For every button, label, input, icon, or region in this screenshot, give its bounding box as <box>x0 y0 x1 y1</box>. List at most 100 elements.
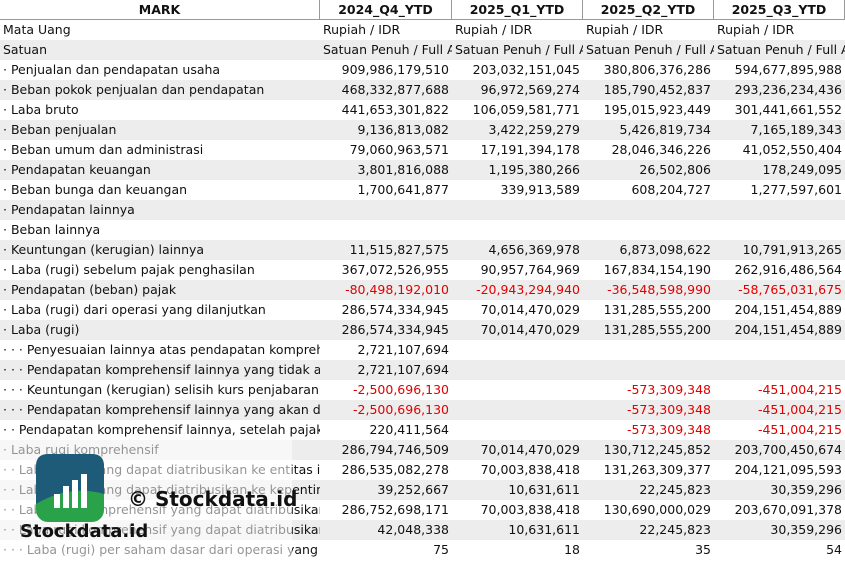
cell-value: 5,426,819,734 <box>619 122 711 137</box>
cell-value: 30,359,296 <box>770 482 842 497</box>
table-row: · Beban bunga dan keuangan 1,700,641,877 3… <box>0 180 845 200</box>
cell-value: 2,721,107,694 <box>357 342 449 357</box>
cell-value: 367,072,526,955 <box>341 262 449 277</box>
column-header: 2024_Q4_YTD <box>320 0 452 20</box>
cell-value: 1,195,380,266 <box>488 162 580 177</box>
cell-value: 608,204,727 <box>631 182 711 197</box>
cell-value: 594,677,895,988 <box>734 62 842 77</box>
cell-value: Rupiah / IDR <box>455 22 533 37</box>
cell-value <box>452 220 583 240</box>
row-label: · Beban penjualan <box>3 122 117 137</box>
cell-value: 204,121,095,593 <box>734 462 842 477</box>
table-row: · Beban umum dan administrasi 79,060,963,… <box>0 140 845 160</box>
cell-value <box>452 340 583 360</box>
cell-value: -20,943,294,940 <box>476 282 580 297</box>
table-row: · · · Pendapatan komprehensif lainnya ya… <box>0 360 845 380</box>
cell-value: Satuan Penuh / Full A <box>717 42 845 57</box>
cell-value: 1,700,641,877 <box>357 182 449 197</box>
cell-value: 286,535,082,278 <box>341 462 449 477</box>
cell-value: 3,422,259,279 <box>488 122 580 137</box>
cell-value <box>714 340 845 360</box>
cell-value: Rupiah / IDR <box>586 22 664 37</box>
cell-value <box>583 360 714 380</box>
cell-value: -573,309,348 <box>626 382 711 397</box>
table-row: · Keuntungan (kerugian) lainnya 11,515,82… <box>0 240 845 260</box>
table-row: · Penjualan dan pendapatan usaha 909,986,… <box>0 60 845 80</box>
cell-value: 195,015,923,449 <box>603 102 711 117</box>
cell-value: -58,765,031,675 <box>738 282 842 297</box>
row-label: · Laba (rugi) sebelum pajak penghasilan <box>3 262 255 277</box>
table-row: · Pendapatan (beban) pajak -80,498,192,01… <box>0 280 845 300</box>
cell-value: 10,791,913,265 <box>742 242 842 257</box>
cell-value: 26,502,806 <box>639 162 711 177</box>
cell-value: 70,003,838,418 <box>480 462 580 477</box>
cell-value: 22,245,823 <box>639 522 711 537</box>
logo <box>36 454 104 522</box>
cell-value: 42,048,338 <box>377 522 449 537</box>
row-label: · Laba (rugi) <box>3 322 80 337</box>
table-row: · Laba (rugi) sebelum pajak penghasilan 3… <box>0 260 845 280</box>
row-label: · Penjualan dan pendapatan usaha <box>3 62 221 77</box>
cell-value: 75 <box>433 542 449 557</box>
table-row: · Laba (rugi) dari operasi yang dilanjut… <box>0 300 845 320</box>
cell-value: 10,631,611 <box>508 522 580 537</box>
cell-value: Rupiah / IDR <box>323 22 401 37</box>
table-row: · Beban pokok penjualan dan pendapatan 46… <box>0 80 845 100</box>
cell-value: 1,277,597,601 <box>750 182 842 197</box>
watermark-brand: Stockdata.id <box>20 521 149 542</box>
cell-value: 17,191,394,178 <box>480 142 580 157</box>
table-row: · Pendapatan keuangan 3,801,816,088 1,195,… <box>0 160 845 180</box>
cell-value: 468,332,877,688 <box>341 82 449 97</box>
cell-value: 6,873,098,622 <box>619 242 711 257</box>
cell-value: 203,032,151,045 <box>472 62 580 77</box>
cell-value: -451,004,215 <box>757 422 842 437</box>
cell-value: 22,245,823 <box>639 482 711 497</box>
cell-value: 441,653,301,822 <box>341 102 449 117</box>
cell-value: Satuan Penuh / Full A <box>323 42 452 57</box>
row-label: · · Pendapatan komprehensif lainnya, set… <box>3 422 320 437</box>
cell-value: 203,700,450,674 <box>734 442 842 457</box>
header-row: MARK 2024_Q4_YTD 2025_Q1_YTD 2025_Q2_YTD 202… <box>0 0 845 20</box>
cell-value <box>452 400 583 420</box>
row-label: · · · Pendapatan komprehensif lainnya ya… <box>3 402 320 417</box>
cell-value: 90,957,764,969 <box>480 262 580 277</box>
table-row: · Beban lainnya <box>0 220 845 240</box>
cell-value: 339,913,589 <box>500 182 580 197</box>
cell-value <box>452 200 583 220</box>
cell-value <box>320 200 452 220</box>
cell-value: -80,498,192,010 <box>345 282 449 297</box>
cell-value: 79,060,963,571 <box>349 142 449 157</box>
table-row: · Pendapatan lainnya <box>0 200 845 220</box>
cell-value: 131,285,555,200 <box>603 302 711 317</box>
row-label: Mata Uang <box>3 22 71 37</box>
cell-value: 9,136,813,082 <box>357 122 449 137</box>
cell-value: 130,712,245,852 <box>603 442 711 457</box>
row-label: · · · Keuntungan (kerugian) selisih kurs… <box>3 382 320 397</box>
table-row: · · · Pendapatan komprehensif lainnya ya… <box>0 400 845 420</box>
cell-value: 203,670,091,378 <box>734 502 842 517</box>
table-row: · Laba bruto 441,653,301,822 106,059,581,7… <box>0 100 845 120</box>
row-label: · Pendapatan keuangan <box>3 162 151 177</box>
cell-value <box>452 420 583 440</box>
table-row: Satuan Satuan Penuh / Full A Satuan Penuh … <box>0 40 845 60</box>
cell-value <box>714 220 845 240</box>
table-row: · · · Penyesuaian lainnya atas pendapata… <box>0 340 845 360</box>
cell-value: -451,004,215 <box>757 402 842 417</box>
row-label: · Pendapatan (beban) pajak <box>3 282 177 297</box>
cell-value <box>714 200 845 220</box>
row-label: · Beban bunga dan keuangan <box>3 182 188 197</box>
cell-value: 10,631,611 <box>508 482 580 497</box>
cell-value: 220,411,564 <box>369 422 449 437</box>
cell-value: 4,656,369,978 <box>488 242 580 257</box>
cell-value <box>583 200 714 220</box>
row-label: · Keuntungan (kerugian) lainnya <box>3 242 205 257</box>
cell-value: 39,252,667 <box>377 482 449 497</box>
cell-value: 70,014,470,029 <box>480 322 580 337</box>
table-row: · · · Keuntungan (kerugian) selisih kurs… <box>0 380 845 400</box>
column-header: 2025_Q3_YTD <box>714 0 845 20</box>
cell-value: Satuan Penuh / Full A <box>586 42 714 57</box>
cell-value <box>714 360 845 380</box>
cell-value: 3,801,816,088 <box>357 162 449 177</box>
row-label: · Laba (rugi) dari operasi yang dilanjut… <box>3 302 266 317</box>
